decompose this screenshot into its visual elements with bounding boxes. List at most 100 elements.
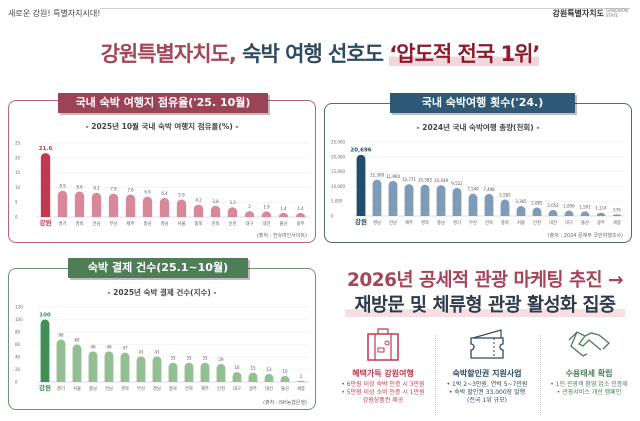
x-tick-label: 울산 (281, 385, 289, 392)
x-tick-label: 제주 (405, 219, 413, 226)
y-tick-label: 15 (15, 170, 21, 175)
x-tick-label: 부산 (469, 219, 477, 226)
x-tick-label: 경북 (421, 219, 429, 226)
data-label: 12,308 (370, 173, 384, 178)
x-tick-label: 광주 (249, 385, 257, 392)
y-tick-label: 20,000 (331, 154, 345, 159)
bar (548, 209, 558, 216)
data-label: 1.9 (263, 204, 270, 209)
chart-title: - 2025년 10월 국내 숙박 여행지 점유율(%) - (85, 122, 239, 131)
bar (193, 204, 204, 217)
data-label: 47 (122, 346, 128, 351)
plan-headline-1: 2026년 공세적 관광 마케팅 추진 → (347, 270, 623, 291)
data-label: 1,114 (595, 206, 607, 211)
bullet: (전국 1위 규모) (467, 397, 507, 404)
x-tick-label: 대구 (233, 385, 241, 392)
data-label: 68 (58, 333, 64, 338)
data-label: 5.9 (178, 193, 185, 198)
bar (261, 211, 272, 217)
bar (88, 351, 98, 382)
bar (232, 372, 242, 382)
bar (420, 184, 430, 216)
data-label: 49 (90, 344, 96, 349)
bar (264, 373, 274, 382)
data-label: 6.4 (161, 191, 168, 196)
handshake-icon (568, 331, 610, 357)
bullet: • 숙박 할인권 33,000장 발행 (448, 389, 526, 396)
bar (500, 199, 510, 216)
x-tick-label: 경기 (59, 220, 67, 227)
data-label: 10,585 (418, 178, 432, 183)
bar (216, 363, 226, 382)
x-tick-label: 경북 (121, 385, 129, 392)
bar (142, 196, 153, 217)
x-tick-label: 전남 (389, 219, 397, 226)
bar (227, 207, 238, 217)
y-tick-label: 15,000 (331, 169, 345, 174)
x-tick-label: 서울 (73, 385, 81, 392)
plan-item-hospitality: 수용태세 확립 • 1인 관광객 환영 업소 인증제 • 관광서비스 개선 캠페인 (542, 326, 636, 397)
data-label: 41 (154, 349, 160, 354)
bar (168, 362, 178, 382)
x-tick-label: 울산 (581, 219, 589, 226)
x-tick-label: 대전 (263, 220, 271, 227)
x-tick-label: 인천 (533, 219, 541, 226)
divider (100, 8, 630, 9)
chart-title: - 2024년 국내 숙박여행 총량(천회) - (416, 123, 540, 132)
x-tick-label: 강원 (39, 383, 51, 392)
chart-title: - 2025년 숙박 결제 건수(지수) - (107, 288, 217, 297)
data-label: 6.9 (144, 190, 151, 195)
x-tick-label: 경남 (153, 385, 161, 392)
data-label: 2 (248, 204, 251, 209)
bar (136, 356, 146, 382)
bar (436, 185, 446, 216)
bar (210, 205, 221, 217)
data-label: 2,885 (531, 200, 543, 205)
y-tick-label: 20 (15, 367, 21, 372)
data-label: 1.4 (280, 206, 287, 211)
data-label: 5,582 (499, 192, 511, 197)
y-tick-label: 25,000 (331, 140, 345, 145)
x-tick-label: 광주 (597, 219, 605, 226)
x-tick-label: 강원 (355, 217, 367, 226)
x-tick-label: 경북 (76, 220, 84, 227)
bar (125, 194, 136, 217)
x-tick-label: 광주 (297, 220, 305, 227)
x-tick-label: 인천 (229, 220, 237, 227)
data-label: 2,053 (547, 203, 559, 208)
ticket-icon (470, 329, 504, 359)
x-tick-label: 대전 (549, 219, 557, 226)
x-tick-label: 충북 (195, 220, 203, 227)
bar (40, 319, 50, 382)
y-tick-label: 5 (15, 200, 18, 205)
bullet: • 5만원 이상 소비 인증 시 1만원 (341, 389, 425, 396)
bar-chart-trips: 0 5,000 10,000 15,000 20,000 25,000 20,696 강원 12… (331, 140, 625, 226)
y-tick-label: 25 (15, 141, 21, 146)
chart-tab-share: 국내 숙박 여행지 점유율('25. 10월) (58, 93, 268, 113)
divider (540, 335, 541, 415)
data-label: 11,860 (386, 174, 400, 179)
bar-chart-payments: 0 20 40 60 80 100 120 100 강원 68 경기 60 서울 49 충남 49 전남 47 경북… (15, 305, 309, 392)
bar (278, 212, 289, 217)
plan-item-voucher: 숙박할인권 지원사업 • 1박 2~3만원, 연박 5~7만원 • 숙박 할인권 … (437, 326, 537, 405)
bullet: • 6만원 이상 숙박 인증 시 3만원 (341, 381, 425, 388)
x-tick-label: 전남 (93, 220, 101, 227)
chart-tab-trips: 국내 숙박여행 횟수('24.) (390, 93, 575, 113)
data-label: 16 (234, 365, 240, 370)
bar (184, 362, 194, 382)
bar (356, 154, 366, 216)
bar (452, 187, 462, 216)
bar (484, 193, 494, 216)
bar (516, 206, 526, 216)
data-label: 31 (186, 356, 192, 361)
data-label: 60 (74, 338, 80, 343)
data-label: 3.8 (212, 199, 219, 204)
bar-chart-share: 0 5 10 15 20 25 21.6 강원 8.9 경기 8.6 경북 8.2 전남 7.9 부산 7.6 제… (15, 141, 309, 227)
bar (91, 192, 102, 217)
chart-panel-trips: - 2024년 국내 숙박여행 총량(천회) - 0 5,000 10,000 15,… (324, 103, 632, 243)
y-tick-label: 100 (15, 317, 23, 322)
bar (280, 375, 290, 382)
x-tick-label: 대전 (265, 385, 273, 392)
y-tick-label: 60 (15, 342, 21, 347)
x-tick-label: 제주 (201, 385, 209, 392)
